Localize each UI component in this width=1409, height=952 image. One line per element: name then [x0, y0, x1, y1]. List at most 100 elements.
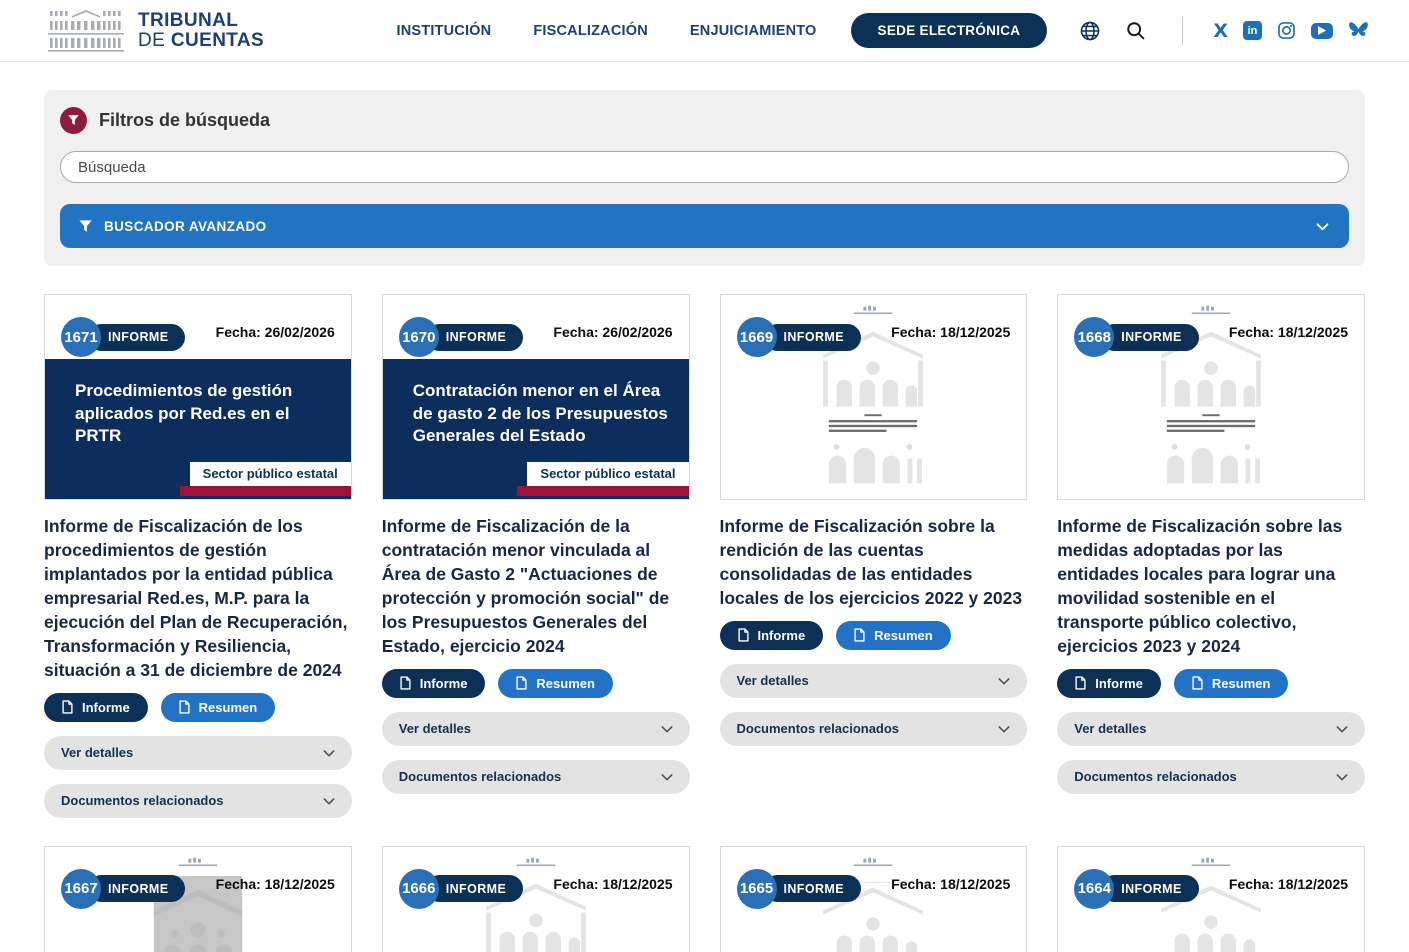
document-icon [516, 676, 528, 690]
report-badge: 1666 INFORME [398, 868, 524, 909]
report-badge: 1665 INFORME [736, 868, 861, 909]
site-header: TRIBUNAL DE CUENTAS INSTITUCIÓN FISCALIZ… [0, 0, 1409, 62]
chevron-down-icon [323, 749, 335, 757]
resumen-button[interactable]: Resumen [836, 620, 951, 650]
document-icon [400, 676, 411, 690]
report-cover[interactable]: Contratación menor en el Área de gasto 2… [381, 294, 690, 500]
documentos-relacionados-dropdown[interactable]: Documentos relacionados [1057, 759, 1365, 794]
document-thumbnail [138, 852, 258, 952]
report-badge: 1664 INFORME [1074, 868, 1199, 909]
ver-detalles-dropdown[interactable]: Ver detalles [1057, 711, 1365, 746]
chevron-down-icon [1336, 726, 1348, 733]
ver-detalles-dropdown[interactable]: Ver detalles [719, 663, 1028, 698]
informe-button[interactable]: Informe [381, 668, 486, 698]
document-icon [854, 628, 865, 643]
informe-button[interactable]: Informe [719, 620, 824, 650]
report-title[interactable]: Informe de Fiscalización sobre la rendic… [719, 516, 1023, 608]
documentos-relacionados-dropdown[interactable]: Documentos relacionados [719, 711, 1028, 746]
report-type-label: INFORME [425, 875, 524, 903]
logo-wordmark: TRIBUNAL DE CUENTAS [138, 10, 265, 51]
report-number: 1665 [736, 868, 777, 909]
document-thumbnail [476, 853, 596, 952]
resumen-button[interactable]: Resumen [498, 668, 613, 698]
nav-enjuiciamiento[interactable]: ENJUICIAMIENTO [689, 22, 817, 39]
youtube-icon[interactable] [1311, 22, 1333, 39]
tribunal-de-cuentas-logo[interactable]: TRIBUNAL DE CUENTAS [44, 9, 264, 53]
document-thumbnail [813, 853, 933, 952]
report-cover[interactable]: 1668 INFORME Fecha: 18/12/2025 [1057, 294, 1365, 500]
x-icon[interactable]: X [1213, 19, 1228, 42]
filter-funnel-icon [60, 107, 87, 134]
report-cover[interactable]: 1665 INFORME Fecha: 18/12/2025 [719, 845, 1028, 952]
ver-detalles-dropdown[interactable]: Ver detalles [44, 735, 352, 770]
report-card-1669: 1669 INFORME Fecha: 18/12/2025 Informe d… [719, 294, 1028, 746]
report-badge: 1669 INFORME [736, 317, 861, 357]
report-cover[interactable]: 1669 INFORME Fecha: 18/12/2025 [719, 294, 1028, 500]
report-card-1665: 1665 INFORME Fecha: 18/12/2025 [719, 845, 1028, 952]
report-card-1668: 1668 INFORME Fecha: 18/12/2025 Informe d… [1057, 294, 1365, 794]
chevron-down-icon [661, 726, 672, 733]
report-title[interactable]: Informe de Fiscalización sobre las medid… [1057, 516, 1343, 656]
report-date: Fecha: 18/12/2025 [1228, 875, 1348, 892]
header-divider [1182, 16, 1184, 45]
report-card-1667: 1667 INFORME Fecha: 18/12/2025 [44, 845, 352, 952]
sector-tag: Sector público estatal [189, 462, 351, 486]
informe-button[interactable]: Informe [44, 692, 148, 722]
document-icon [1075, 676, 1086, 690]
report-type-label: INFORME [425, 323, 524, 351]
page-curl [231, 852, 258, 879]
report-card-1671: Procedimientos de gestión aplicados por … [44, 294, 352, 818]
report-number: 1664 [1074, 868, 1115, 909]
report-number: 1671 [61, 317, 101, 357]
report-cover[interactable]: 1666 INFORME Fecha: 18/12/2025 [381, 845, 690, 952]
report-cover[interactable]: Procedimientos de gestión aplicados por … [44, 294, 352, 500]
report-badge: 1671 INFORME [61, 317, 186, 357]
search-icon[interactable] [1125, 20, 1146, 41]
resumen-button[interactable]: Resumen [160, 692, 276, 722]
report-number: 1670 [398, 317, 439, 357]
report-number: 1666 [398, 868, 439, 909]
report-card-1664: 1664 INFORME Fecha: 18/12/2025 [1057, 845, 1365, 952]
report-title[interactable]: Informe de Fiscalización de los procedim… [44, 516, 348, 680]
documentos-relacionados-dropdown[interactable]: Documentos relacionados [381, 759, 690, 794]
report-cover[interactable]: 1667 INFORME Fecha: 18/12/2025 [44, 845, 352, 952]
report-title[interactable]: Informe de Fiscalización de la contratac… [381, 516, 670, 656]
chevron-down-icon [1336, 774, 1348, 781]
report-type-label: INFORME [88, 323, 186, 351]
language-globe-icon[interactable] [1079, 20, 1101, 42]
report-badge: 1670 INFORME [398, 317, 524, 357]
report-number: 1668 [1074, 317, 1115, 357]
report-date: Fecha: 26/02/2026 [553, 324, 673, 340]
report-number: 1667 [61, 868, 101, 909]
nav-institucion[interactable]: INSTITUCIÓN [396, 22, 492, 39]
instagram-icon[interactable] [1277, 21, 1296, 40]
sede-electronica-button[interactable]: SEDE ELECTRÓNICA [850, 13, 1048, 48]
search-filters-panel: Filtros de búsqueda BUSCADOR AVANZADO [44, 90, 1365, 266]
page-main: Filtros de búsqueda BUSCADOR AVANZADO Pr… [0, 90, 1409, 952]
sector-tag: Sector público estatal [527, 462, 689, 486]
report-cover[interactable]: 1664 INFORME Fecha: 18/12/2025 [1057, 845, 1365, 952]
nav-fiscalizacion[interactable]: FISCALIZACIÓN [533, 22, 648, 39]
cover-title: Procedimientos de gestión aplicados por … [75, 381, 293, 446]
informe-button[interactable]: Informe [1057, 668, 1161, 698]
resumen-button[interactable]: Resumen [1173, 668, 1289, 698]
linkedin-icon[interactable]: in [1243, 21, 1262, 40]
social-links: X in [1213, 20, 1369, 42]
advanced-search-toggle[interactable]: BUSCADOR AVANZADO [60, 204, 1349, 248]
bluesky-icon[interactable] [1348, 21, 1369, 40]
main-nav: INSTITUCIÓN FISCALIZACIÓN ENJUICIAMIENTO [397, 23, 817, 39]
chevron-down-icon [1314, 218, 1331, 235]
document-thumbnail [813, 301, 933, 493]
report-type-label: INFORME [88, 875, 186, 903]
document-thumbnail [1151, 301, 1271, 493]
report-badge: 1667 INFORME [61, 868, 186, 909]
report-type-label: INFORME [1101, 323, 1199, 351]
document-thumbnail [1151, 853, 1271, 952]
cover-stripe [517, 486, 689, 496]
documentos-relacionados-dropdown[interactable]: Documentos relacionados [44, 783, 352, 818]
ver-detalles-dropdown[interactable]: Ver detalles [381, 711, 690, 746]
cover-stripe [179, 486, 351, 496]
search-input[interactable] [60, 151, 1349, 183]
report-date: Fecha: 18/12/2025 [891, 875, 1011, 892]
report-number: 1669 [736, 317, 777, 357]
